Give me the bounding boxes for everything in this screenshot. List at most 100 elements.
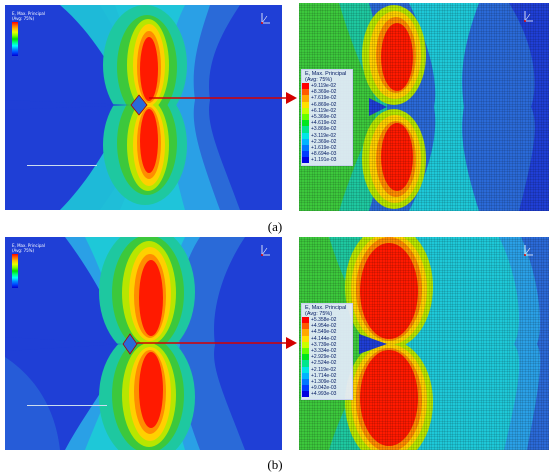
caption-b: (b) [267,457,283,472]
legend-row: +3.739e-02 [302,341,352,348]
panel-b-overview: E, Max. Principal (Avg: 75%) [5,237,282,450]
legend-value: +2.524e-02 [311,360,337,367]
small-legend: E, Max. Principal (Avg: 75%) [12,11,45,56]
legend-swatch [302,341,309,348]
legend-value: +2.369e-02 [311,138,337,145]
small-legend-title: E, Max. Principal (Avg: 75%) [12,243,45,253]
legend-swatch [302,157,309,164]
footer-info [27,405,107,424]
axis-triad-icon [521,243,535,257]
legend-row: +8.694e-03 [302,151,352,158]
legend-row: +3.334e-02 [302,347,352,355]
legend-swatch [302,317,309,324]
caption-a: (a) [267,219,283,234]
legend-swatch [302,107,309,114]
footer-info [27,165,97,182]
legend-value: +3.334e-02 [311,348,337,355]
small-legend-title: E, Max. Principal (Avg: 75%) [12,11,45,21]
legend-row: +9.042e-03 [302,385,352,392]
legend-row: +2.929e-02 [302,354,352,361]
panel-a-zoom: E, Max. Principal (Avg: 75%) +9.119e-02 +… [299,3,549,211]
legend-swatch [302,151,309,158]
legend-value: +3.739e-02 [311,341,337,348]
legend-value: +8.694e-03 [311,151,337,158]
panel-a-overview: E, Max. Principal (Avg: 75%) [5,5,282,210]
big-legend-a: E, Max. Principal (Avg: 75%) +9.119e-02 +… [301,69,353,167]
legend-row: +1.191e-03 [302,157,352,164]
legend-row: +9.119e-02 [302,83,352,90]
legend-row: +4.619e-02 [302,120,352,127]
legend-value: +5.358e-02 [311,317,337,324]
legend-value: +9.119e-02 [311,83,337,90]
legend-row: +8.369e-02 [302,89,352,96]
legend-swatch [302,366,309,373]
legend-swatch [302,113,309,121]
legend-swatch [302,132,309,139]
big-legend-b-rows: +5.358e-02 +4.954e-02 +4.549e-02 +4.144e-02… [302,317,352,398]
legend-swatch [302,347,309,355]
legend-value: +4.549e-02 [311,329,337,336]
legend-value: +4.954e-02 [311,323,337,330]
legend-swatch [302,335,309,342]
legend-row: +3.119e-02 [302,132,352,139]
legend-row: +6.119e-02 [302,107,352,114]
legend-swatch [302,126,309,133]
legend-row: +7.619e-02 [302,95,352,102]
legend-value: +9.042e-03 [311,385,337,392]
legend-row: +4.549e-02 [302,329,352,336]
legend-row: +2.369e-02 [302,138,352,145]
legend-swatch [302,101,309,108]
legend-value: +1.191e-03 [311,157,337,164]
legend-swatch [302,385,309,392]
legend-swatch [302,95,309,102]
axis-triad-icon [258,11,272,25]
legend-swatch [302,360,309,367]
axis-triad-icon [521,9,535,23]
legend-value: +1.309e-02 [311,378,337,385]
small-legend-colorbar [12,254,18,288]
legend-value: +7.619e-02 [311,95,337,102]
legend-swatch [302,354,309,361]
legend-swatch [302,323,309,330]
big-legend-a-title: E, Max. Principal (Avg: 75%) [305,71,347,83]
legend-row: +2.119e-02 [302,366,352,373]
big-legend-b: E, Max. Principal (Avg: 75%) +5.358e-02 +… [301,303,353,401]
legend-row: +4.993e-03 [302,391,352,398]
legend-row: +5.369e-02 [302,113,352,121]
legend-row: +4.954e-02 [302,323,352,330]
legend-swatch [302,138,309,145]
legend-value: +5.369e-02 [311,114,337,121]
small-legend: E, Max. Principal (Avg: 75%) [12,243,45,288]
small-legend-colorbar [12,22,18,56]
legend-value: +4.619e-02 [311,120,337,127]
legend-row: +1.714e-02 [302,372,352,379]
legend-value: +4.993e-03 [311,391,337,398]
big-legend-a-rows: +9.119e-02 +8.369e-02 +7.619e-02 +6.869e-02… [302,83,352,164]
legend-row: +5.358e-02 [302,317,352,324]
legend-row: +2.524e-02 [302,360,352,367]
legend-value: +6.119e-02 [311,107,337,114]
panel-a-zoom-field [299,3,549,211]
legend-swatch [302,372,309,379]
legend-value: +2.119e-02 [311,366,337,373]
axis-triad-icon [258,243,272,257]
legend-value: +1.619e-02 [311,144,337,151]
legend-value: +6.869e-02 [311,101,337,108]
legend-row: +3.869e-02 [302,126,352,133]
legend-row: +4.144e-02 [302,335,352,342]
legend-swatch [302,144,309,152]
panel-b-zoom: E, Max. Principal (Avg: 75%) +5.358e-02 +… [299,237,549,450]
panel-a-overview-field [5,5,282,210]
panel-b-overview-field [5,237,282,450]
legend-value: +8.369e-02 [311,89,337,96]
legend-value: +2.929e-02 [311,354,337,361]
legend-value: +4.144e-02 [311,335,337,342]
legend-value: +3.869e-02 [311,126,337,133]
legend-row: +1.309e-02 [302,378,352,386]
big-legend-b-title: E, Max. Principal (Avg: 75%) [305,305,347,317]
legend-swatch [302,89,309,96]
legend-swatch [302,391,309,398]
legend-swatch [302,329,309,336]
legend-swatch [302,378,309,386]
legend-swatch [302,83,309,90]
